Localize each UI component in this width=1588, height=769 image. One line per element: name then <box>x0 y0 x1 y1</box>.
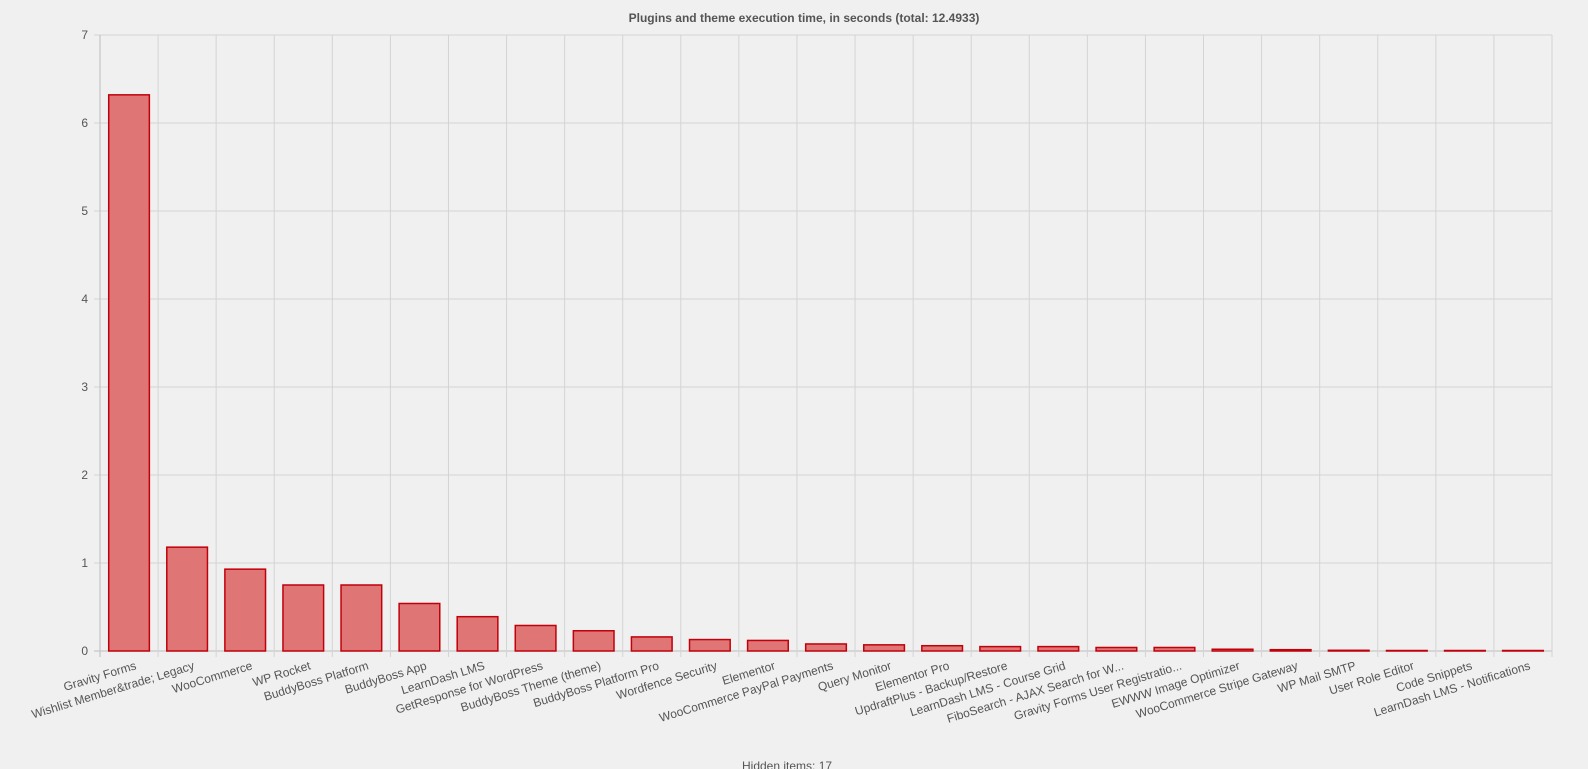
bar[interactable] <box>1385 649 1428 652</box>
bar[interactable] <box>224 568 267 652</box>
bar[interactable] <box>1443 649 1486 652</box>
bar[interactable] <box>572 630 615 652</box>
y-tick-label: 3 <box>81 380 88 394</box>
bar[interactable] <box>863 644 906 652</box>
bar[interactable] <box>1501 649 1545 652</box>
y-tick-label: 4 <box>81 292 88 306</box>
bar[interactable] <box>398 602 441 652</box>
hidden-items-note[interactable]: Hidden items: 17 <box>742 759 833 769</box>
bar[interactable] <box>921 644 964 652</box>
grid <box>94 34 1553 657</box>
y-tick-label: 0 <box>81 644 88 658</box>
y-axis: 0 1 2 3 4 5 6 7 <box>81 28 88 658</box>
bar[interactable] <box>630 636 673 652</box>
bar[interactable] <box>1211 648 1254 652</box>
bar[interactable] <box>340 584 383 652</box>
bar[interactable] <box>107 94 151 652</box>
bar[interactable] <box>746 639 789 652</box>
y-tick-label: 6 <box>81 116 88 130</box>
y-tick-label: 7 <box>81 28 88 42</box>
bar[interactable] <box>1269 648 1312 652</box>
bar[interactable] <box>1095 646 1138 652</box>
bar[interactable] <box>1153 646 1196 652</box>
bar[interactable] <box>979 645 1022 652</box>
bar[interactable] <box>456 615 499 652</box>
bar[interactable] <box>514 624 557 652</box>
bar[interactable] <box>282 584 325 652</box>
bar[interactable] <box>1037 645 1080 652</box>
y-tick-label: 5 <box>81 204 88 218</box>
y-tick-label: 2 <box>81 468 88 482</box>
bar[interactable] <box>804 643 848 652</box>
bar[interactable] <box>688 638 731 652</box>
bar[interactable] <box>166 546 209 652</box>
y-tick-label: 1 <box>81 556 88 570</box>
bar[interactable] <box>1327 649 1370 652</box>
bars <box>107 94 1545 652</box>
chart-title: Plugins and theme execution time, in sec… <box>629 11 980 25</box>
